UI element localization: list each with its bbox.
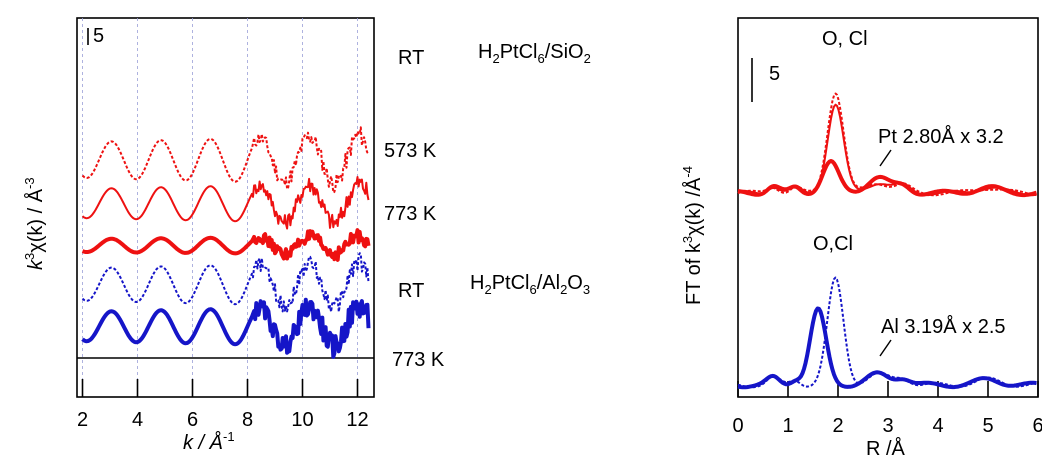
left-series-line bbox=[81, 297, 371, 359]
annotation-o-cl-top: O, Cl bbox=[822, 28, 868, 50]
left-series-line bbox=[81, 252, 370, 313]
right-series-line bbox=[737, 159, 1038, 198]
left-series-line bbox=[81, 176, 370, 230]
right-x-tick-label: 6 bbox=[1032, 415, 1042, 437]
left-scale-bar-label: 5 bbox=[93, 25, 104, 47]
left-series-line bbox=[81, 228, 371, 262]
annotation-pt: Pt 2.80Å x 3.2 bbox=[878, 125, 1004, 148]
left-x-tick-label: 12 bbox=[346, 409, 368, 431]
annotation-al-leader bbox=[879, 339, 892, 357]
sample-label-al2o3: H2PtCl6/Al2O3 bbox=[470, 272, 590, 297]
left-grid bbox=[82, 18, 358, 397]
right-ylabel: FT of k3χ(k) /Å-4 bbox=[680, 166, 705, 305]
left-x-tick-label: 4 bbox=[132, 409, 143, 431]
left-x-tick-label: 2 bbox=[77, 409, 88, 431]
left-label-si-773: 773 K bbox=[384, 203, 437, 225]
right-series-line bbox=[737, 103, 1037, 197]
left-x-tick-label: 6 bbox=[187, 409, 198, 431]
right-series bbox=[737, 92, 1038, 390]
annotation-pt-leader bbox=[879, 149, 892, 167]
left-ylabel: k3χ(k) / Å-3 bbox=[22, 177, 47, 270]
right-x-tick-label: 5 bbox=[982, 415, 993, 437]
left-label-si-573: 573 K bbox=[384, 140, 437, 162]
annotation-al: Al 3.19Å x 2.5 bbox=[881, 315, 1006, 338]
left-label-al-rt: RT bbox=[398, 280, 424, 302]
left-panel: 2 4 6 8 10 12 5 k / Å-1 k3χ(k) / Å-3 RT 573 K… bbox=[22, 17, 591, 454]
left-label-si-rt: RT bbox=[398, 47, 424, 69]
left-x-tick-label: 10 bbox=[291, 409, 313, 431]
right-ticks: 0 1 2 3 4 5 6 bbox=[732, 381, 1042, 437]
right-xlabel: R /Å bbox=[866, 437, 906, 460]
right-x-tick-label: 1 bbox=[782, 415, 793, 437]
left-frame bbox=[76, 17, 375, 398]
right-scale-bar-label: 5 bbox=[769, 63, 780, 85]
left-xlabel: k / Å-1 bbox=[183, 429, 235, 454]
sample-label-sio2: H2PtCl6/SiO2 bbox=[478, 41, 591, 66]
right-frame bbox=[737, 17, 1039, 398]
right-series-line bbox=[737, 306, 1037, 390]
right-x-tick-label: 0 bbox=[732, 415, 743, 437]
left-series-line bbox=[81, 126, 370, 194]
right-x-tick-label: 4 bbox=[932, 415, 943, 437]
left-label-al-773: 773 K bbox=[392, 349, 445, 371]
right-x-tick-label: 2 bbox=[832, 415, 843, 437]
left-x-tick-label: 8 bbox=[242, 409, 253, 431]
left-series bbox=[81, 126, 371, 359]
annotation-o-cl-bottom: O,Cl bbox=[813, 233, 853, 255]
left-ticks: 2 4 6 8 10 12 bbox=[77, 379, 369, 431]
right-x-tick-label: 3 bbox=[882, 415, 893, 437]
right-panel: 0 1 2 3 4 5 6 5 R /Å FT of k3χ(k) /Å-4 O, Cl P… bbox=[680, 17, 1042, 460]
